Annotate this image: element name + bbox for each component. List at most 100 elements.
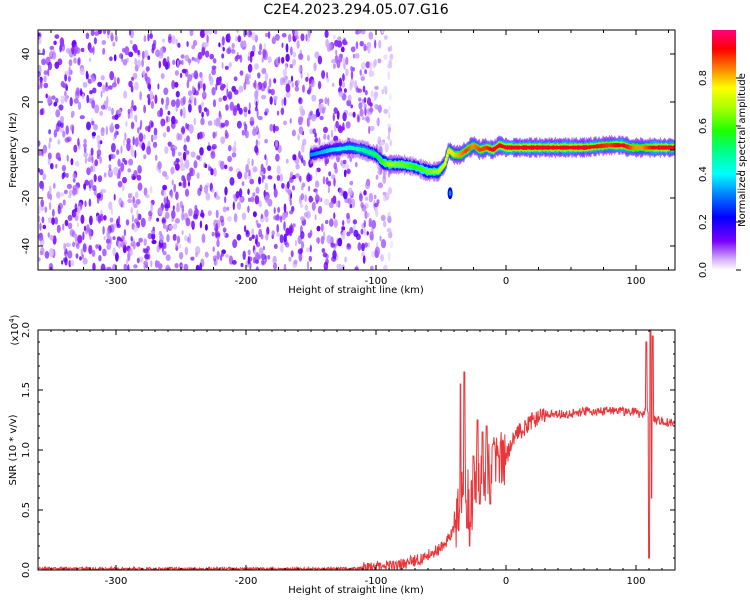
noise-speckle: [148, 85, 152, 92]
snr-y-multiplier-exp: 4: [8, 318, 16, 323]
noise-speckle: [224, 196, 227, 204]
noise-speckle: [73, 98, 79, 104]
noise-speckle: [38, 257, 41, 262]
noise-speckle: [252, 192, 256, 197]
noise-speckle: [49, 247, 54, 258]
noise-speckle: [90, 74, 95, 83]
noise-speckle: [272, 35, 276, 43]
noise-speckle: [42, 173, 47, 181]
noise-speckle: [126, 141, 131, 152]
noise-speckle: [276, 174, 281, 181]
noise-speckle: [213, 167, 217, 177]
noise-speckle: [151, 43, 156, 51]
noise-speckle: [90, 30, 95, 37]
noise-speckle: [171, 115, 176, 125]
noise-speckle: [143, 260, 149, 266]
noise-speckle: [288, 193, 291, 202]
noise-speckle: [332, 250, 337, 260]
noise-speckle: [183, 263, 189, 270]
noise-speckle: [259, 43, 263, 51]
noise-speckle: [352, 53, 356, 59]
noise-speckle: [177, 59, 179, 69]
noise-speckle: [74, 90, 80, 99]
noise-speckle: [179, 244, 182, 249]
noise-speckle: [328, 201, 334, 209]
noise-speckle: [193, 70, 198, 80]
noise-speckle: [77, 58, 80, 66]
noise-speckle: [366, 212, 370, 218]
noise-speckle: [159, 47, 164, 57]
noise-speckle: [336, 110, 340, 120]
noise-speckle: [384, 192, 390, 201]
noise-speckle: [74, 160, 80, 167]
noise-speckle: [215, 258, 218, 266]
noise-speckle: [106, 243, 111, 250]
noise-speckle: [224, 65, 229, 70]
noise-speckle: [235, 191, 240, 199]
noise-speckle: [327, 97, 330, 106]
noise-speckle: [255, 147, 259, 156]
noise-speckle: [220, 252, 225, 257]
snr-y-label: SNR (10 * v/v): [8, 414, 19, 485]
noise-speckle: [146, 145, 152, 155]
noise-speckle: [203, 42, 209, 48]
noise-speckle: [289, 198, 292, 206]
noise-speckle: [39, 108, 44, 116]
noise-speckle: [90, 165, 93, 173]
noise-speckle: [207, 120, 213, 126]
noise-speckle: [315, 168, 318, 176]
noise-speckle: [383, 35, 388, 40]
noise-speckle: [338, 263, 342, 270]
noise-speckle: [212, 131, 216, 139]
noise-speckle: [192, 213, 199, 220]
noise-speckle: [55, 163, 58, 169]
noise-speckle: [355, 41, 359, 50]
noise-speckle: [204, 50, 210, 58]
noise-speckle: [366, 231, 369, 236]
noise-speckle: [84, 156, 87, 165]
noise-speckle: [250, 50, 255, 57]
snr-y-multiplier-base: (x10: [10, 323, 21, 346]
noise-speckle: [374, 39, 377, 49]
noise-speckle: [279, 234, 284, 244]
noise-speckle: [125, 259, 129, 264]
noise-speckle: [94, 159, 99, 167]
noise-speckle: [88, 244, 93, 255]
noise-speckle: [333, 212, 336, 220]
noise-speckle: [363, 97, 367, 103]
noise-speckle: [93, 37, 97, 45]
noise-speckle: [208, 73, 212, 82]
noise-speckle: [53, 182, 56, 189]
noise-speckle: [309, 128, 314, 135]
noise-speckle: [122, 176, 127, 184]
noise-speckle: [215, 120, 220, 127]
noise-speckle: [337, 237, 343, 247]
noise-speckle: [350, 70, 354, 80]
noise-speckle: [44, 251, 50, 259]
noise-speckle: [247, 56, 251, 61]
noise-speckle: [304, 194, 308, 203]
noise-speckle: [298, 97, 301, 103]
noise-speckle: [108, 154, 112, 162]
noise-speckle: [151, 232, 156, 240]
noise-speckle: [38, 215, 41, 223]
noise-speckle: [188, 238, 192, 245]
noise-speckle: [114, 123, 120, 130]
noise-speckle: [363, 227, 366, 237]
noise-speckle: [210, 151, 216, 159]
noise-speckle: [175, 163, 180, 171]
noise-speckle: [114, 114, 119, 120]
noise-speckle: [382, 171, 386, 180]
noise-speckle: [72, 177, 76, 183]
noise-speckle: [253, 249, 256, 256]
noise-speckle: [196, 172, 200, 179]
noise-speckle: [75, 47, 81, 54]
noise-speckle: [191, 85, 195, 95]
noise-speckle: [377, 182, 383, 189]
noise-speckle: [228, 32, 231, 43]
noise-speckle: [60, 95, 65, 105]
noise-speckle: [330, 129, 334, 138]
noise-speckle: [288, 177, 294, 183]
noise-speckle: [84, 200, 87, 208]
